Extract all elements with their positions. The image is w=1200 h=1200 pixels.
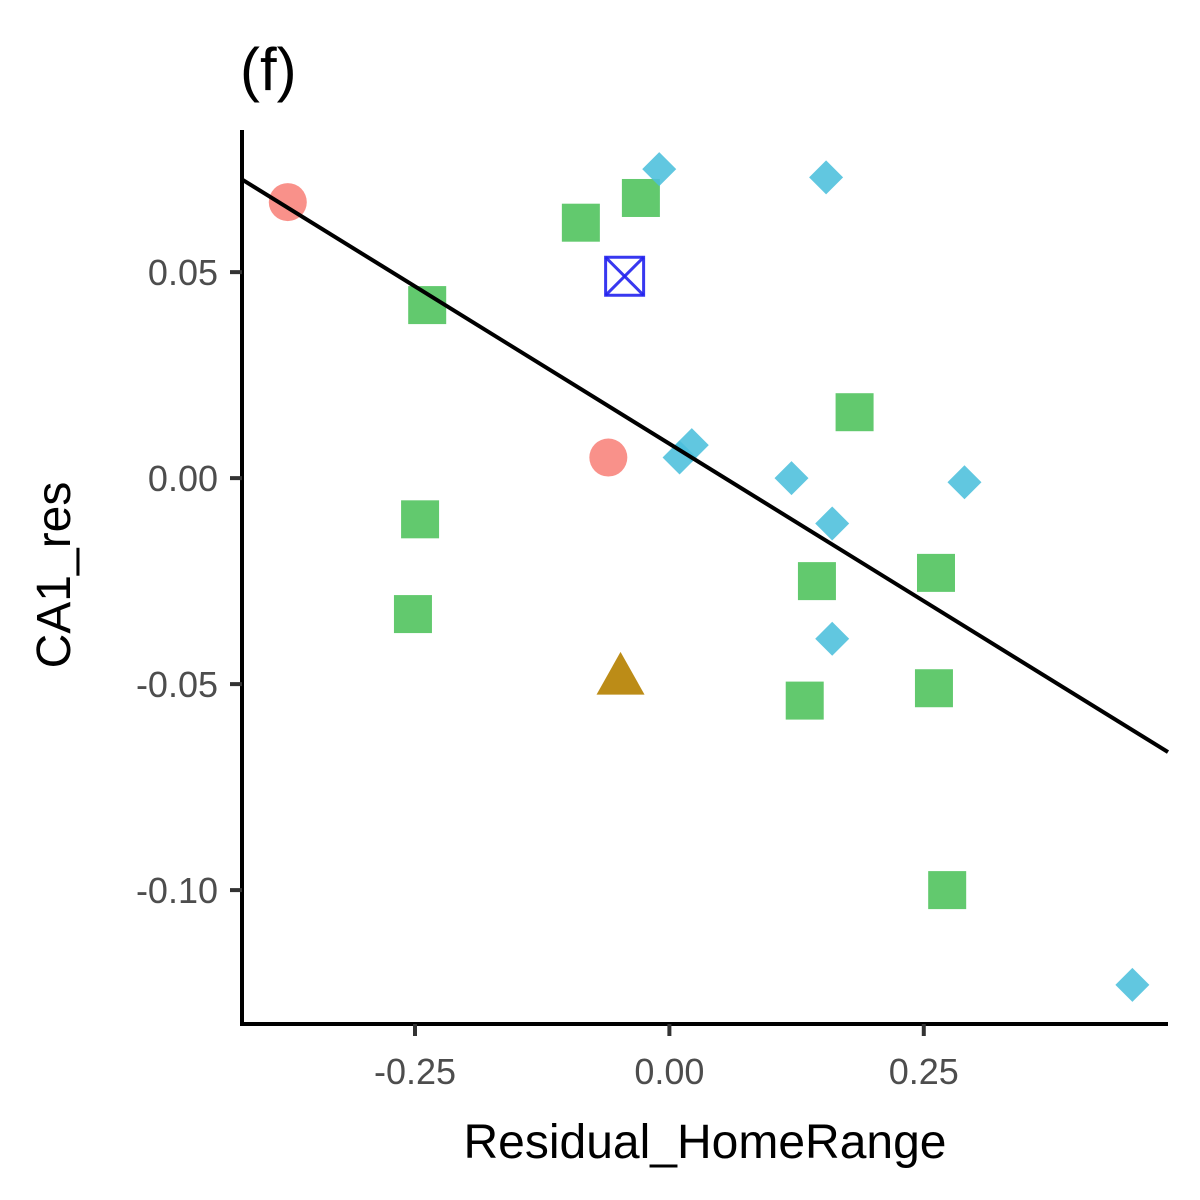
y-tick-label-0: 0.05 xyxy=(148,252,218,293)
y-axis-title: CA1_res xyxy=(28,482,81,669)
point-square-3 xyxy=(835,393,874,432)
plot-area xyxy=(268,152,1150,1002)
point-square-9 xyxy=(914,669,953,708)
point-diamond-4 xyxy=(774,461,809,496)
point-square-10 xyxy=(928,871,967,910)
point-square-7 xyxy=(916,553,955,592)
x-tick-label-0: -0.25 xyxy=(374,1051,456,1092)
point-square-4 xyxy=(401,500,440,539)
point-diamond-0 xyxy=(642,152,677,187)
point-square-6 xyxy=(797,562,836,601)
point-square-x-0-diag-b xyxy=(604,256,645,297)
point-diamond-6 xyxy=(947,465,982,500)
x-axis-title: Residual_HomeRange xyxy=(464,1116,947,1169)
fit-line-layer xyxy=(240,177,1170,754)
point-triangle-0 xyxy=(596,651,645,695)
axes-layer: -0.25 0.00 0.25 0.05 0.00 -0.05 -0.10 xyxy=(136,130,1168,1092)
point-diamond-7 xyxy=(815,621,850,656)
point-diamond-8 xyxy=(1115,967,1150,1002)
point-diamond-5 xyxy=(815,506,850,541)
point-square-8 xyxy=(785,681,824,720)
x-tick-label-1: 0.00 xyxy=(634,1051,704,1092)
point-square-5 xyxy=(393,595,432,634)
y-tick-label-3: -0.10 xyxy=(136,870,218,911)
point-diamond-1 xyxy=(809,160,844,195)
x-tick-label-2: 0.25 xyxy=(889,1051,959,1092)
point-square-0 xyxy=(561,203,600,242)
point-square-x-0-box xyxy=(604,255,646,297)
fit-line xyxy=(240,177,1170,754)
y-tick-label-1: 0.00 xyxy=(148,458,218,499)
point-square-1 xyxy=(621,178,660,217)
chart-title: (f) xyxy=(240,36,297,103)
point-circle-1 xyxy=(589,438,628,477)
point-square-x-0 xyxy=(604,255,646,297)
y-tick-label-2: -0.05 xyxy=(136,664,218,705)
